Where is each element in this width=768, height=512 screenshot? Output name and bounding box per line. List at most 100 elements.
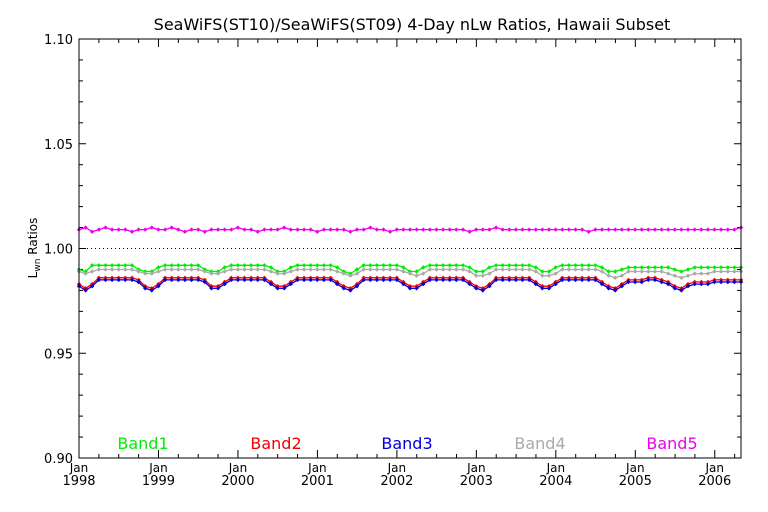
data-point xyxy=(136,269,141,274)
y-tick-label: 1.00 xyxy=(44,243,73,258)
data-point xyxy=(467,269,472,274)
data-point xyxy=(427,227,433,232)
data-point xyxy=(202,269,207,274)
data-point xyxy=(90,263,95,268)
data-point xyxy=(487,271,492,276)
data-point xyxy=(407,286,413,291)
x-tick-year: 2002 xyxy=(380,474,413,489)
data-point xyxy=(90,229,95,234)
data-point xyxy=(169,277,174,283)
data-point xyxy=(599,265,605,270)
data-point xyxy=(103,277,108,283)
y-axis-label-sub: wn xyxy=(33,259,43,272)
x-axis: Jan1998Jan1999Jan2000Jan2001Jan2002Jan20… xyxy=(62,39,736,489)
data-point xyxy=(354,284,360,289)
data-point xyxy=(474,273,479,278)
data-point xyxy=(83,225,88,230)
data-point xyxy=(685,273,691,278)
data-point xyxy=(533,269,538,274)
data-point xyxy=(560,227,565,232)
data-point xyxy=(613,288,618,293)
data-point xyxy=(599,269,605,274)
data-point xyxy=(527,277,532,283)
data-point xyxy=(248,227,254,232)
data-point xyxy=(553,227,558,232)
data-point xyxy=(579,277,585,283)
data-point xyxy=(275,271,280,276)
data-point xyxy=(447,227,452,232)
data-point xyxy=(666,265,671,270)
data-point xyxy=(196,263,201,268)
data-point xyxy=(282,286,287,291)
data-point xyxy=(308,227,313,232)
data-point xyxy=(672,273,677,278)
data-point xyxy=(288,269,293,274)
data-point xyxy=(593,277,598,283)
data-point xyxy=(149,288,154,293)
data-point xyxy=(288,281,293,287)
data-point xyxy=(692,271,697,276)
data-point xyxy=(646,227,651,232)
data-point xyxy=(652,269,658,274)
data-point xyxy=(96,227,102,232)
data-point xyxy=(579,227,585,232)
data-point xyxy=(295,227,300,232)
data-point xyxy=(500,227,505,232)
data-point xyxy=(387,263,393,268)
data-point xyxy=(401,269,406,274)
data-point xyxy=(222,281,227,287)
data-point xyxy=(613,275,618,281)
data-point xyxy=(626,227,631,232)
data-point xyxy=(136,227,141,232)
data-point xyxy=(176,277,181,283)
data-point xyxy=(672,267,677,272)
data-point xyxy=(520,267,525,272)
data-point xyxy=(295,277,300,283)
data-point xyxy=(447,267,452,272)
data-point xyxy=(599,227,605,232)
data-point xyxy=(129,277,135,283)
data-point xyxy=(712,279,717,285)
data-point xyxy=(520,227,525,232)
data-point xyxy=(414,227,419,232)
data-point xyxy=(268,265,274,270)
data-point xyxy=(361,277,366,283)
data-point xyxy=(242,267,247,272)
data-point xyxy=(626,269,631,274)
data-point xyxy=(374,277,380,283)
data-point xyxy=(527,227,532,232)
data-point xyxy=(143,286,148,291)
data-point xyxy=(626,265,631,270)
data-point xyxy=(666,227,671,232)
data-point xyxy=(599,281,605,287)
series-band4 xyxy=(76,267,744,281)
y-tick-label: 0.95 xyxy=(44,347,73,362)
y-axis: 0.90 0.95 1.00 1.05 1.10 xyxy=(44,33,741,467)
data-point xyxy=(520,277,525,283)
data-point xyxy=(593,227,598,232)
x-tick-month: Jan xyxy=(625,461,645,475)
data-point xyxy=(500,277,505,283)
data-point xyxy=(116,267,121,272)
x-tick-year: 2005 xyxy=(619,474,652,489)
data-point xyxy=(156,265,161,270)
data-point xyxy=(546,269,552,274)
data-point xyxy=(460,277,466,283)
legend-item-band5: Band5 xyxy=(646,434,697,453)
data-point xyxy=(156,284,161,289)
data-point xyxy=(162,263,168,268)
x-tick-month: Jan xyxy=(705,461,725,475)
data-point xyxy=(573,277,578,283)
data-point xyxy=(725,265,730,270)
data-point xyxy=(712,227,717,232)
data-point xyxy=(176,227,181,232)
data-point xyxy=(328,267,333,272)
data-point xyxy=(699,227,704,232)
data-point xyxy=(242,227,247,232)
data-point xyxy=(434,263,439,268)
data-point xyxy=(467,265,472,270)
data-point xyxy=(712,269,717,274)
data-point xyxy=(242,263,247,268)
data-point xyxy=(196,277,201,283)
data-point xyxy=(374,227,380,232)
